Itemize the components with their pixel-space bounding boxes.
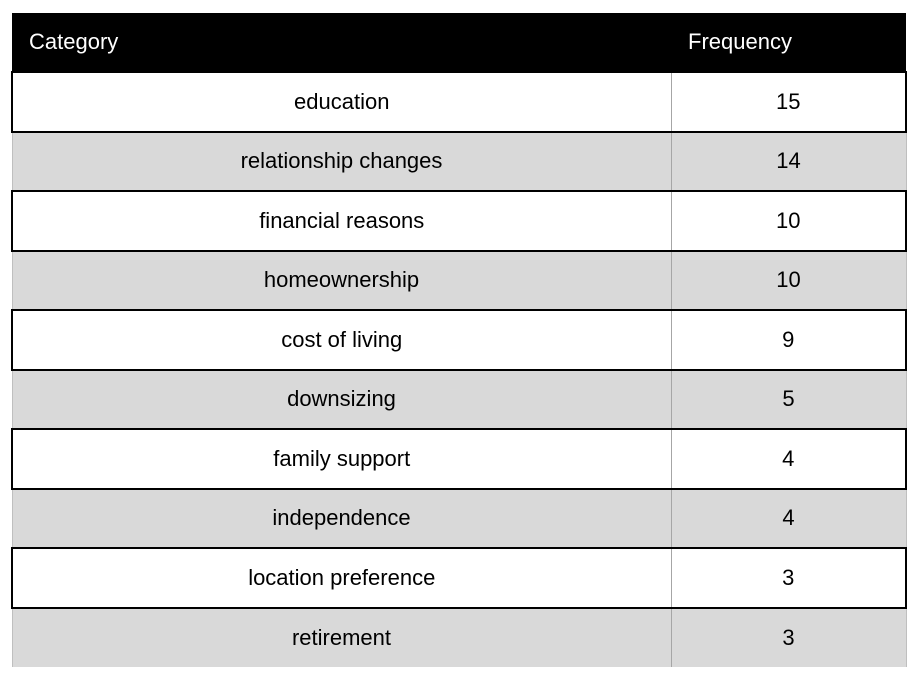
header-frequency: Frequency	[688, 29, 792, 54]
table-row: family support 4	[11, 428, 907, 490]
cell-category: relationship changes	[11, 131, 672, 191]
frequency-table: Category Frequency education 15 relation…	[11, 13, 907, 667]
cell-category: location preference	[11, 547, 672, 609]
cell-frequency: 9	[671, 309, 907, 371]
table-row: location preference 3	[11, 547, 907, 609]
cell-frequency: 5	[671, 369, 907, 429]
table-row: cost of living 9	[11, 309, 907, 371]
frequency-table-container: Category Frequency education 15 relation…	[11, 13, 907, 667]
cell-category: downsizing	[11, 369, 672, 429]
cell-frequency: 10	[671, 190, 907, 252]
cell-category: retirement	[11, 607, 672, 667]
cell-frequency: 4	[671, 488, 907, 548]
cell-frequency: 14	[671, 131, 907, 191]
table-row: education 15	[11, 71, 907, 133]
cell-frequency: 4	[671, 428, 907, 490]
table-row: retirement 3	[11, 607, 907, 667]
table-row: financial reasons 10	[11, 190, 907, 252]
header-category: Category	[29, 29, 119, 54]
cell-category: independence	[11, 488, 672, 548]
header-row: Category Frequency	[12, 13, 906, 72]
table-body: education 15 relationship changes 14 fin…	[11, 71, 907, 667]
cell-category: cost of living	[11, 309, 672, 371]
cell-category: homeownership	[11, 250, 672, 310]
table-row: relationship changes 14	[11, 131, 907, 191]
cell-frequency: 15	[671, 71, 907, 133]
cell-frequency: 3	[671, 547, 907, 609]
table-row: homeownership 10	[11, 250, 907, 310]
cell-frequency: 10	[671, 250, 907, 310]
cell-category: financial reasons	[11, 190, 672, 252]
table-row: independence 4	[11, 488, 907, 548]
cell-category: family support	[11, 428, 672, 490]
cell-frequency: 3	[671, 607, 907, 667]
cell-category: education	[11, 71, 672, 133]
table-header: Category Frequency	[12, 13, 906, 72]
table-row: downsizing 5	[11, 369, 907, 429]
